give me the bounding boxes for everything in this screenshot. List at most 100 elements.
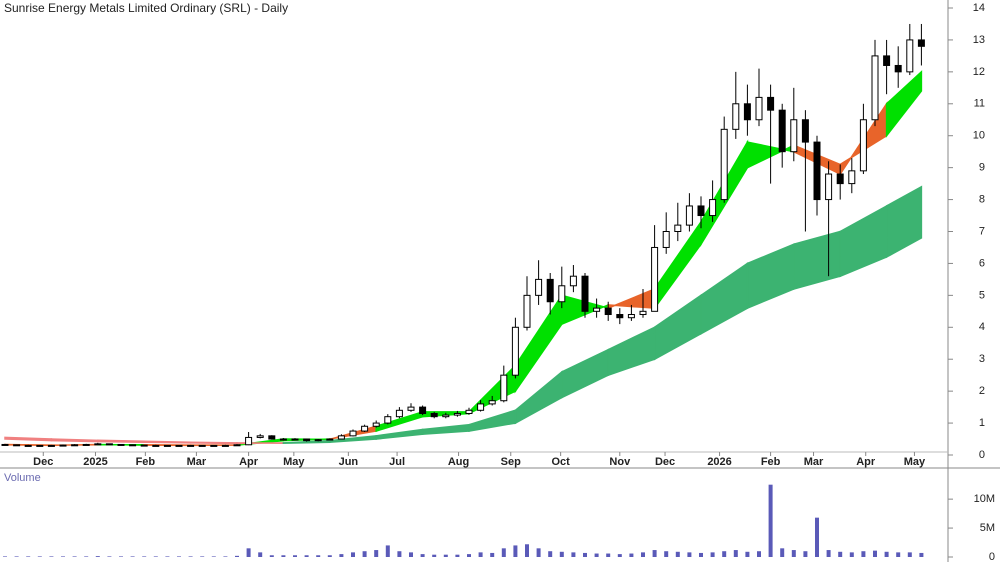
volume-bar (177, 556, 181, 557)
x-tick-label: Feb (761, 456, 781, 468)
y-tick-label: 12 (973, 66, 985, 78)
candle-body (221, 444, 229, 447)
x-tick-label: Sep (501, 456, 521, 468)
candle-body (732, 103, 740, 130)
volume-bar (84, 556, 89, 557)
candle-body (662, 231, 670, 248)
volume-bar (525, 544, 529, 557)
candle-body (697, 205, 705, 217)
volume-bar (269, 555, 274, 557)
x-tick-label: May (283, 456, 305, 468)
volume-bar (223, 556, 228, 557)
x-tick-label: Jul (389, 456, 405, 468)
candle-body (36, 444, 44, 447)
candle-body (94, 443, 102, 446)
volume-bar (130, 556, 135, 557)
candle-body (639, 310, 647, 316)
volume-bar (896, 552, 901, 557)
candle-body (129, 444, 137, 447)
volume-label: Volume (4, 472, 41, 484)
volume-bar (351, 552, 355, 557)
volume-bar (409, 552, 413, 557)
candle-body (546, 278, 554, 303)
candle-body (337, 435, 345, 440)
y-tick-label: 9 (979, 162, 985, 174)
volume-bar (200, 556, 205, 557)
y-tick-label: 0 (979, 449, 985, 461)
volume-bar (919, 552, 924, 557)
volume-bar (397, 551, 402, 557)
x-tick-label: Dec (33, 456, 53, 468)
volume-bar (26, 556, 31, 557)
x-tick-label: Apr (856, 456, 876, 468)
candle-body (477, 403, 485, 411)
volume-bar (861, 551, 866, 557)
volume-bar (281, 555, 286, 557)
candle-body (616, 314, 624, 319)
candle-body (140, 444, 148, 447)
candle-body (407, 406, 415, 411)
volume-bar (826, 550, 831, 557)
volume-bar (873, 550, 877, 557)
volume-bar (768, 484, 773, 557)
candle-body (790, 119, 798, 153)
candle-body (210, 444, 218, 447)
volume-bar (629, 553, 634, 557)
candle-body (419, 406, 427, 414)
y-tick-label: 2 (979, 385, 985, 397)
candle-body (1, 443, 9, 446)
candle-body (59, 444, 67, 447)
volume-bar (501, 548, 506, 557)
candle-body (813, 141, 821, 201)
y-tick-label: 5 (979, 289, 985, 301)
candle-body (709, 199, 717, 217)
volume-bar (559, 551, 564, 557)
candle-body (82, 443, 90, 446)
candle-body (465, 409, 473, 414)
candle-body (13, 444, 21, 447)
volume-bar (119, 556, 123, 557)
volume-bar (722, 551, 727, 557)
candle-body (894, 64, 902, 73)
volume-bar (467, 554, 471, 557)
ribbon-segment (97, 439, 145, 443)
y-tick-label: 4 (979, 321, 985, 333)
volume-bar (838, 551, 843, 557)
candle-body (651, 246, 659, 312)
y-tick-label: 3 (979, 353, 985, 365)
y-tick-label: 11 (974, 98, 985, 110)
volume-bar (733, 550, 738, 557)
candle-body (778, 109, 786, 153)
x-tick-label: Feb (136, 456, 156, 468)
volume-bar (849, 552, 854, 557)
volume-bar (432, 554, 437, 557)
volume-bar (664, 551, 669, 557)
candle-body (256, 435, 264, 438)
x-tick-label: Oct (551, 456, 570, 468)
volume-bar (362, 551, 367, 557)
x-tick-label: Jun (339, 456, 359, 468)
volume-tick-label: 0 (989, 551, 995, 562)
volume-tick-label: 10M (974, 493, 995, 505)
volume-bar (293, 555, 297, 557)
candle-body (47, 444, 55, 447)
y-tick-label: 14 (973, 2, 985, 14)
candle-body (303, 438, 311, 442)
volume-bar (235, 555, 239, 557)
ribbon-segment (236, 442, 285, 445)
x-tick-label: Aug (448, 456, 469, 468)
candle-body (314, 439, 322, 442)
volume-bar (107, 556, 112, 557)
candle-body (361, 425, 369, 432)
volume-bar (490, 552, 495, 557)
candle-body (233, 444, 241, 447)
volume-bar (211, 556, 216, 557)
chart-title: Sunrise Energy Metals Limited Ordinary (… (4, 1, 288, 15)
candle-body (163, 444, 171, 447)
candle-body (593, 307, 601, 312)
volume-bar (188, 556, 193, 557)
volume-bar (455, 554, 460, 557)
candle-body (187, 444, 195, 447)
